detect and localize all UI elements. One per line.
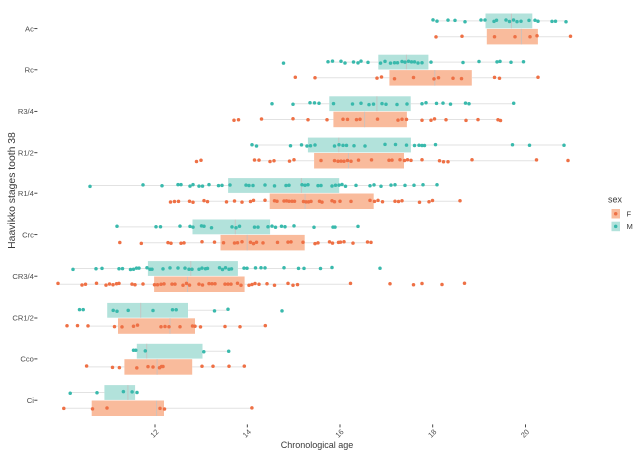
- svg-text:Cco: Cco: [20, 355, 34, 364]
- svg-text:Ci: Ci: [27, 396, 34, 405]
- svg-text:Haavikko stages tooth 38: Haavikko stages tooth 38: [7, 132, 18, 249]
- svg-text:F: F: [627, 210, 632, 219]
- svg-text:M: M: [627, 222, 633, 231]
- svg-text:R1/2: R1/2: [18, 148, 34, 157]
- svg-text:CR1/2: CR1/2: [12, 314, 34, 323]
- svg-text:CR3/4: CR3/4: [12, 272, 34, 281]
- svg-text:sex: sex: [608, 195, 623, 205]
- svg-text:Rc: Rc: [25, 66, 34, 75]
- svg-text:R1/4: R1/4: [18, 189, 34, 198]
- svg-text:Crc: Crc: [22, 230, 34, 239]
- svg-text:Chronological age: Chronological age: [281, 440, 354, 450]
- svg-text:Ac: Ac: [25, 24, 34, 33]
- svg-text:R3/4: R3/4: [18, 107, 34, 116]
